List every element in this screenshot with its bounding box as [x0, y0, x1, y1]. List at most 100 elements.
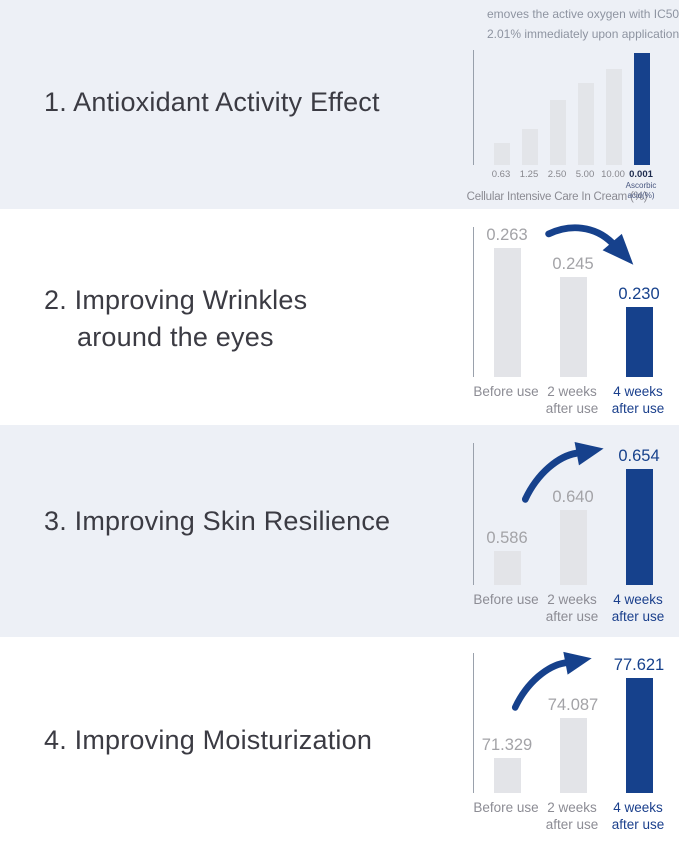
bar-before-use [493, 758, 521, 793]
bar-column [600, 69, 628, 165]
plot-area [473, 50, 657, 165]
antioxidant-chart: emoves the active oxygen with IC50 2.01%… [460, 0, 679, 209]
category-label: 4 weeks after use [605, 800, 671, 833]
value-label: 0.586 [486, 529, 528, 547]
plot-area: 0.586 0.640 0.654 [473, 443, 673, 585]
moisturization-chart: 71.329 74.087 77.621 Before use 2 weeks after… [460, 637, 679, 849]
section-title-resilience: 3. Improving Skin Resilience [44, 503, 390, 540]
wrinkles-chart: 0.263 0.245 0.230 Before use 2 weeks after us… [460, 209, 679, 425]
category-label: 2 weeks after use [539, 384, 605, 417]
category-label-line: 4 weeks [613, 592, 663, 607]
bar-column: 0.263 [474, 226, 540, 377]
bar-column: 71.329 [474, 736, 540, 793]
bar-10.00 [606, 69, 622, 165]
category-label-line: 4 weeks [613, 384, 663, 399]
bar-2-weeks-after-use [559, 510, 587, 585]
category-label-line: after use [611, 816, 665, 832]
trend-arrow-up-icon [510, 651, 596, 711]
tick-label: 5.00 [575, 169, 595, 180]
tick-label: 0.001 [629, 169, 653, 180]
category-label-line: 2 weeks [547, 592, 597, 607]
bar-column: 0.654 [606, 447, 672, 585]
bar-1.25 [522, 129, 538, 165]
bar-4-weeks-after-use [625, 469, 653, 585]
value-label: 0.640 [552, 488, 594, 506]
title-line: 1. Antioxidant Activity Effect [44, 87, 380, 117]
tick-label: 10.00 [601, 169, 625, 180]
bar-4-weeks-after-use [625, 678, 653, 793]
value-label: 71.329 [481, 736, 533, 754]
trend-arrow-up-icon [520, 441, 608, 503]
value-label: 0.245 [552, 255, 594, 273]
category-label: 4 weeks after use [605, 592, 671, 625]
bar-column [628, 53, 656, 165]
title-line: 2. Improving Wrinkles [44, 285, 308, 315]
category-label: Before use [473, 800, 539, 833]
bar-column: 0.586 [474, 529, 540, 585]
section-title-wrinkles: 2. Improving Wrinkles around the eyes [44, 282, 307, 356]
chart-caption-line: 2.01% immediately upon application [487, 27, 679, 41]
bar-column [572, 83, 600, 165]
category-labels: Before use 2 weeks after use 4 weeks after u… [473, 384, 673, 417]
bar-column: 74.087 [540, 696, 606, 793]
category-label-line: after use [545, 816, 599, 832]
bar-column: 0.640 [540, 488, 606, 585]
title-line: 3. Improving Skin Resilience [44, 506, 391, 536]
section-antioxidant: 1. Antioxidant Activity Effect emoves th… [0, 0, 679, 209]
category-label-line: Before use [473, 592, 539, 607]
value-label: 0.263 [486, 226, 528, 244]
category-label: 2 weeks after use [539, 800, 605, 833]
x-tick-labels: 0.63 1.25 2.50 5.00 10.00 0.001 [487, 169, 655, 180]
section-wrinkles: 2. Improving Wrinkles around the eyes 0.… [0, 209, 679, 425]
tick-label: 1.25 [519, 169, 539, 180]
bar-5.00 [578, 83, 594, 165]
section-moisturization: 4. Improving Moisturization 71.329 74.087… [0, 637, 679, 849]
chart-caption-line: emoves the active oxygen with IC50 [487, 7, 679, 21]
bar-0.63 [494, 143, 510, 165]
category-labels: Before use 2 weeks after use 4 weeks after u… [473, 800, 673, 833]
plot-area: 0.263 0.245 0.230 [473, 226, 673, 377]
trend-arrow-down-icon [545, 223, 641, 281]
section-resilience: 3. Improving Skin Resilience 0.586 0.640 0… [0, 425, 679, 637]
bar-column: 77.621 [606, 656, 672, 793]
category-label-line: 2 weeks [547, 384, 597, 399]
bar-before-use [493, 551, 521, 585]
bar-column [488, 143, 516, 165]
section-title-moisturization: 4. Improving Moisturization [44, 722, 372, 759]
category-label-line: 4 weeks [613, 800, 663, 815]
bar-2-weeks-after-use [559, 718, 587, 793]
plot-area: 71.329 74.087 77.621 [473, 653, 673, 793]
tick-label: 0.63 [491, 169, 511, 180]
category-label-line: after use [545, 400, 599, 416]
resilience-chart: 0.586 0.640 0.654 Before use 2 weeks after us… [460, 425, 679, 637]
category-labels: Before use 2 weeks after use 4 weeks after u… [473, 592, 673, 625]
value-label: 74.087 [547, 696, 599, 714]
x-axis-title: Cellular Intensive Care In Cream (%) [466, 191, 648, 203]
bar-0.001 [634, 53, 650, 165]
sublabel-line: Ascorbic [625, 181, 657, 190]
bar-column [544, 100, 572, 165]
section-title-antioxidant: 1. Antioxidant Activity Effect [44, 84, 380, 121]
category-label-line: Before use [473, 384, 539, 399]
value-label: 0.654 [618, 447, 660, 465]
bar-2.50 [550, 100, 566, 165]
title-line: 4. Improving Moisturization [44, 725, 373, 755]
highlight-sublabel: Ascorbic acid(%) [615, 181, 667, 200]
tick-label: 2.50 [547, 169, 567, 180]
value-label: 77.621 [613, 656, 665, 674]
bar-column [516, 129, 544, 165]
bar-4-weeks-after-use [625, 307, 653, 377]
category-label-line: 2 weeks [547, 800, 597, 815]
category-label-line: after use [545, 608, 599, 624]
category-label-line: Before use [473, 800, 539, 815]
category-label-line: after use [611, 400, 665, 416]
category-label: 2 weeks after use [539, 592, 605, 625]
bar-before-use [493, 248, 521, 377]
bar-2-weeks-after-use [559, 277, 587, 377]
category-label: Before use [473, 384, 539, 417]
category-label-line: after use [611, 608, 665, 624]
category-label: Before use [473, 592, 539, 625]
category-label: 4 weeks after use [605, 384, 671, 417]
title-line: around the eyes [77, 322, 274, 352]
